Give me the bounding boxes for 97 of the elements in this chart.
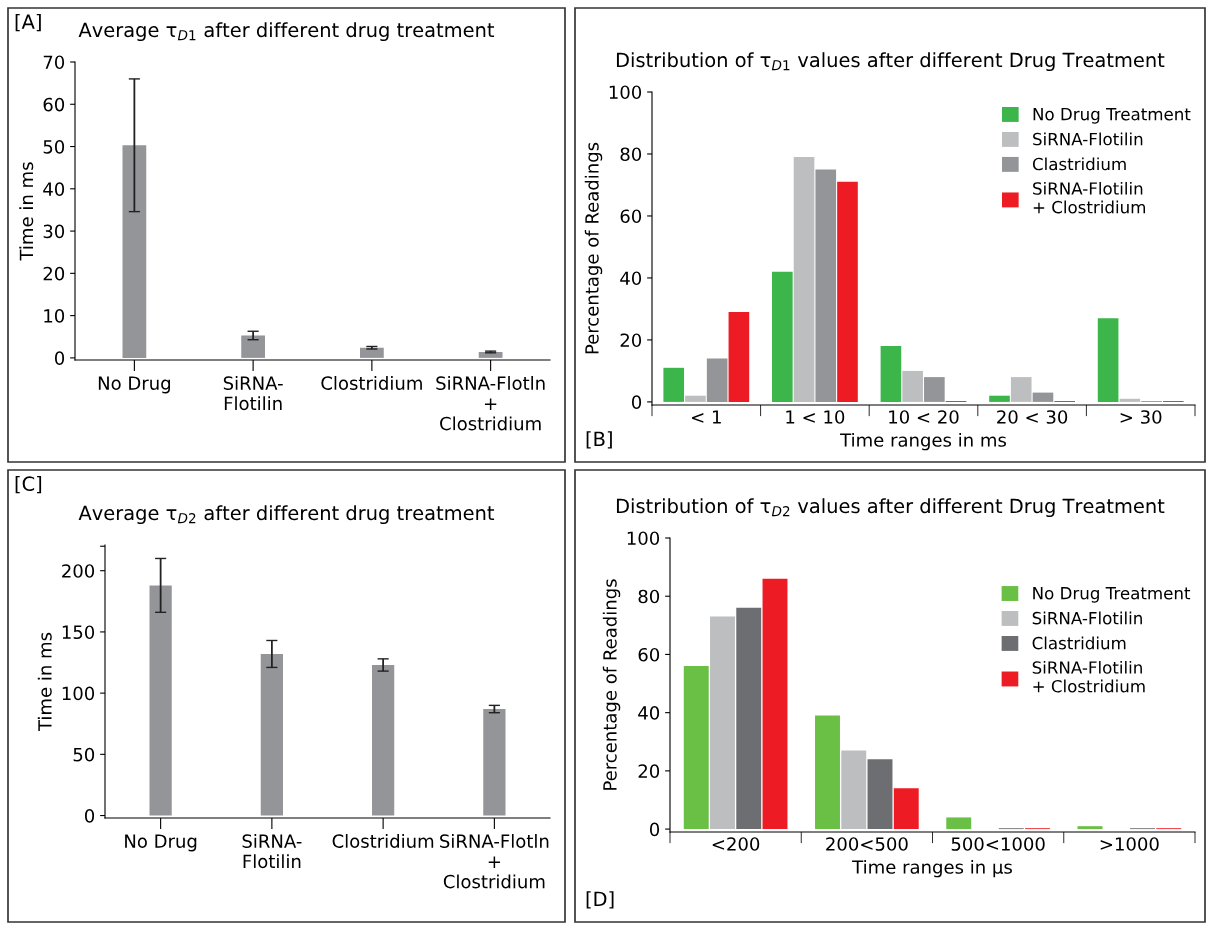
- y-tick-label: 100: [62, 686, 95, 701]
- y-tick-label: 70: [43, 55, 65, 70]
- x-tick-label: 200<500: [826, 837, 908, 851]
- y-tick-label: 40: [620, 271, 642, 286]
- y-tick-label: 20: [620, 333, 642, 348]
- bar: [360, 347, 384, 358]
- chart-title: Distribution of τ$_{D2}$ values after different Drug Treatment: [616, 498, 1165, 518]
- bar: [663, 367, 685, 402]
- bar: [893, 788, 919, 830]
- bar: [1032, 392, 1054, 402]
- y-tick-label: 20: [638, 764, 660, 778]
- bar: [728, 312, 750, 402]
- bar: [683, 666, 709, 830]
- bar: [736, 607, 762, 830]
- bar: [1097, 318, 1119, 402]
- text: [A]: [15, 14, 41, 32]
- bar: [837, 181, 858, 402]
- x-axis-title: Time ranges in µs: [852, 859, 1012, 878]
- x-tick-label: > 30: [1120, 410, 1162, 424]
- chart-title: Average τ$_{D1}$ after different drug treatment: [78, 22, 495, 42]
- y-tick-label: 20: [43, 266, 65, 281]
- y-tick-label: 0: [54, 351, 65, 365]
- bar: [867, 759, 893, 830]
- x-tick-label: 500<1000: [951, 837, 1045, 851]
- x-tick-label: SiRNA- Flotilin: [223, 375, 283, 411]
- text: [D]: [586, 891, 614, 909]
- bar: [1077, 826, 1103, 830]
- y-tick-label: 60: [638, 647, 660, 662]
- y-tick-label: 80: [638, 589, 660, 604]
- x-tick-label: 20 < 30: [997, 410, 1068, 424]
- y-tick-label: 150: [62, 625, 95, 640]
- legend-label: SiRNA-Flotilin: [1032, 611, 1142, 625]
- x-tick-label: Clostridium: [321, 375, 422, 390]
- legend-label: No Drug Treatment: [1033, 108, 1191, 124]
- y-axis-title: Time in ms: [19, 162, 34, 261]
- bar: [1119, 398, 1141, 402]
- chart-title: Distribution of τ$_{D1}$ values after different Drug Treatment: [616, 52, 1165, 72]
- bar: [841, 750, 867, 830]
- y-tick-label: 30: [43, 224, 65, 239]
- bar: [793, 157, 815, 402]
- legend-label: Clastridium: [1032, 157, 1126, 171]
- x-tick-label: SiRNA-Flotln + Clostridium: [436, 375, 545, 431]
- bar: [149, 585, 172, 816]
- bar: [989, 395, 1010, 402]
- bar: [815, 715, 840, 830]
- bar: [924, 377, 945, 402]
- y-tick-label: 40: [43, 182, 65, 196]
- bar: [762, 578, 788, 830]
- y-tick-label: 100: [609, 85, 642, 100]
- x-tick-label: SiRNA- Flotilin: [242, 833, 302, 869]
- bar: [372, 664, 395, 816]
- bar: [122, 145, 147, 358]
- x-tick-label: 1 < 10: [786, 410, 845, 424]
- bar: [241, 335, 265, 358]
- bar: [902, 370, 923, 402]
- legend-label: No Drug Treatment: [1033, 587, 1191, 603]
- bar: [706, 358, 728, 402]
- bar: [483, 709, 506, 816]
- y-tick-label: 50: [43, 140, 65, 154]
- y-axis-title: Percentage of Readings: [584, 142, 603, 354]
- y-tick-label: 60: [43, 97, 65, 112]
- text: [C]: [15, 476, 42, 494]
- y-tick-label: 60: [620, 209, 642, 224]
- x-tick-label: < 1: [692, 410, 721, 424]
- bar: [685, 395, 706, 402]
- x-tick-label: >1000: [1100, 837, 1159, 851]
- y-axis-title: Percentage of Readings: [602, 579, 621, 790]
- y-tick-label: 10: [44, 309, 65, 323]
- y-axis-title: Time in ms: [37, 632, 52, 732]
- bar: [1010, 377, 1032, 402]
- x-tick-label: <200: [712, 837, 760, 851]
- y-tick-label: 0: [631, 395, 642, 410]
- x-axis-title: Time ranges in ms: [840, 432, 1006, 451]
- x-tick-label: Clostridium: [332, 833, 434, 848]
- bar: [880, 346, 902, 402]
- bar: [772, 271, 793, 402]
- legend-label: Clastridium: [1032, 636, 1126, 650]
- y-tick-label: 40: [638, 706, 660, 720]
- y-tick-label: 200: [62, 564, 95, 578]
- bar: [260, 653, 283, 816]
- y-tick-label: 100: [627, 531, 660, 546]
- x-tick-label: No Drug: [125, 834, 197, 852]
- legend-label: SiRNA-Flotilin: [1033, 132, 1143, 146]
- x-tick-label: SiRNA-Flotln + Clostridium: [440, 833, 549, 889]
- bar: [946, 817, 972, 830]
- bar: [710, 616, 735, 830]
- legend-label: SiRNA-Flotilin + Clostridium: [1032, 660, 1145, 693]
- chart-title: Average τ$_{D2}$ after different drug treatment: [78, 505, 495, 525]
- y-tick-label: 80: [620, 147, 642, 162]
- x-tick-label: No Drug: [98, 376, 170, 394]
- y-tick-label: 0: [649, 822, 660, 837]
- bar: [815, 169, 837, 402]
- x-tick-label: 10 < 20: [889, 410, 959, 424]
- legend-label: SiRNA-Flotilin + Clostridium: [1033, 181, 1146, 214]
- text: [B]: [586, 431, 612, 449]
- y-tick-label: 50: [73, 747, 95, 762]
- y-tick-label: 0: [84, 809, 95, 823]
